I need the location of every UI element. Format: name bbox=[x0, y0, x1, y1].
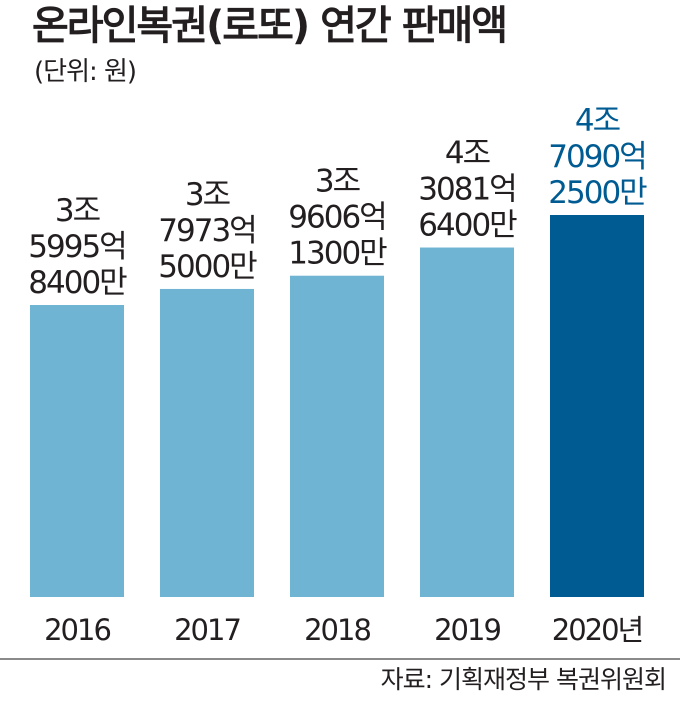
chart-title: 온라인복권(로또) 연간 판매액 bbox=[32, 3, 508, 49]
value-label-2019-line2: 3081억 bbox=[418, 172, 515, 208]
value-label-2019-line3: 6400만 bbox=[418, 208, 517, 244]
bar-2017 bbox=[160, 288, 254, 597]
value-labels-group: 3조5995억8400만3조7973억5000만3조9606억1300만4조30… bbox=[28, 103, 649, 301]
source-note: 자료: 기획재정부 복권위원회 bbox=[380, 665, 667, 694]
value-label-2017-line2: 7973억 bbox=[158, 213, 255, 249]
x-tick-2017: 2017 bbox=[174, 613, 240, 647]
bar-2016 bbox=[30, 304, 124, 597]
bar-2019 bbox=[420, 247, 514, 597]
value-label-2020년-line3: 2500만 bbox=[548, 175, 647, 211]
value-label-2018-line3: 1300만 bbox=[288, 236, 387, 272]
source-divider bbox=[0, 658, 680, 660]
value-label-2018-line2: 9606억 bbox=[288, 200, 385, 236]
x-tick-labels-group: 2016 2017 2018 2019 2020년 bbox=[44, 613, 644, 647]
value-label-2020년-line2: 7090억 bbox=[548, 139, 645, 175]
value-label-2016-line3: 8400만 bbox=[28, 265, 127, 301]
x-tick-2016: 2016 bbox=[44, 613, 110, 647]
value-label-2018-line1: 3조 bbox=[315, 164, 360, 200]
x-tick-2018: 2018 bbox=[304, 613, 370, 647]
value-label-2017-line3: 5000만 bbox=[158, 249, 257, 285]
value-label-2016-line1: 3조 bbox=[55, 193, 100, 229]
bar-2018 bbox=[290, 275, 384, 597]
value-label-2017-line1: 3조 bbox=[185, 177, 230, 213]
value-label-2020년-line1: 4조 bbox=[575, 103, 620, 139]
bar-2020년 bbox=[550, 215, 644, 597]
chart-subtitle: (단위: 원) bbox=[34, 57, 137, 87]
value-label-2019-line1: 4조 bbox=[445, 136, 490, 172]
value-label-2016-line2: 5995억 bbox=[28, 229, 125, 265]
x-tick-2019: 2019 bbox=[434, 613, 500, 647]
bars-group bbox=[30, 215, 644, 597]
x-tick-2020년: 2020년 bbox=[552, 613, 642, 647]
